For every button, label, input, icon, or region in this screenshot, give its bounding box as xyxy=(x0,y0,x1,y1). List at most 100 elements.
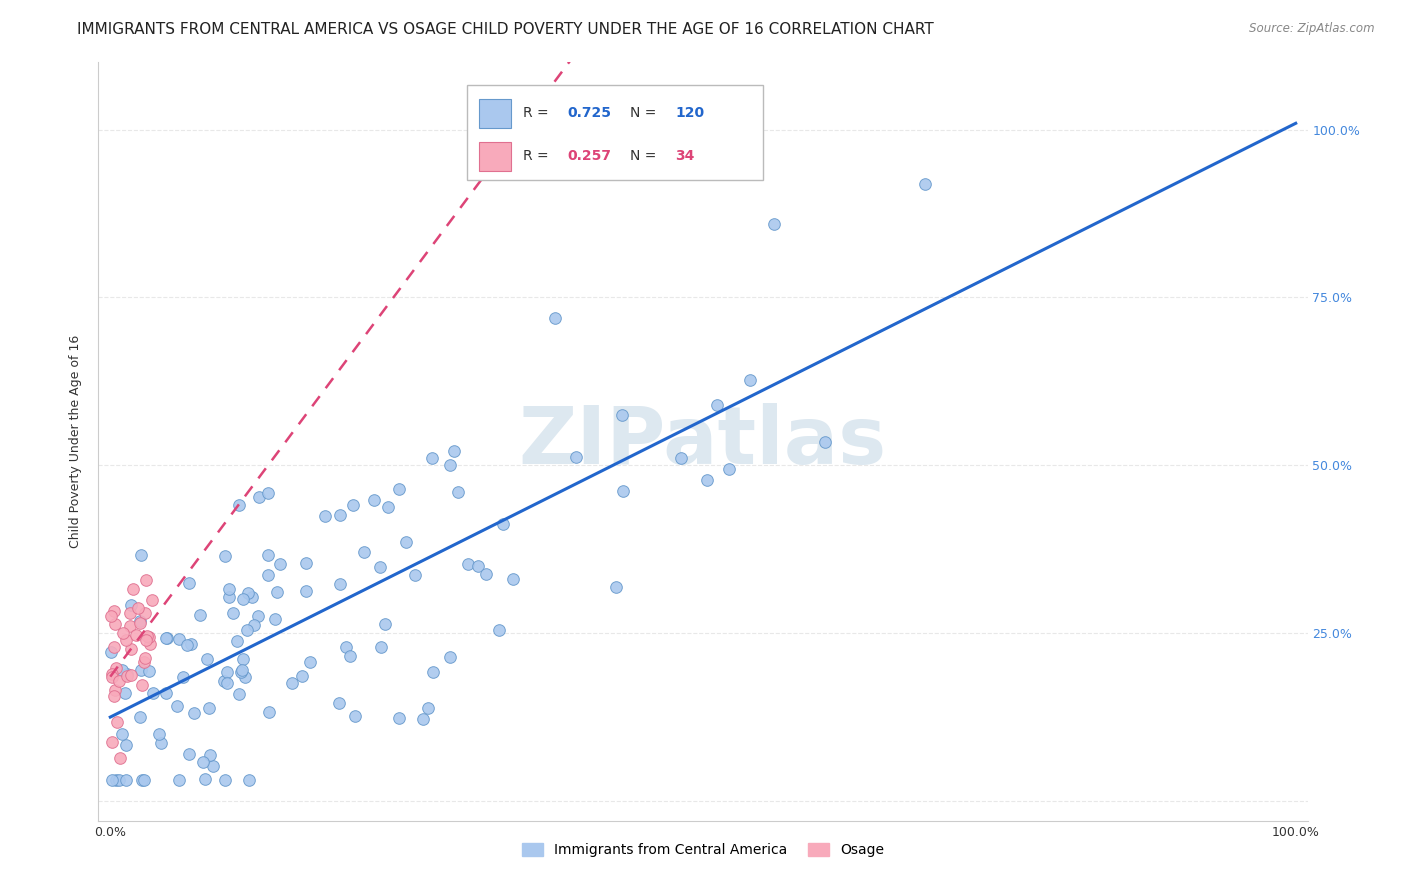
Point xyxy=(101,734,124,748)
Point xyxy=(155,631,177,645)
Point xyxy=(610,409,633,423)
Point xyxy=(104,616,127,631)
Point xyxy=(183,706,205,720)
Point xyxy=(108,674,131,689)
Point xyxy=(374,616,396,631)
Point xyxy=(100,645,122,659)
Point xyxy=(129,616,152,631)
Point xyxy=(457,558,479,572)
Point xyxy=(329,577,352,591)
Point xyxy=(115,667,138,681)
Text: R =: R = xyxy=(523,106,553,120)
Point xyxy=(294,584,316,599)
Point xyxy=(243,618,266,632)
Point xyxy=(418,701,440,715)
Point xyxy=(177,576,200,591)
Point xyxy=(696,473,718,487)
Point xyxy=(201,759,224,773)
Point xyxy=(335,640,357,655)
Point xyxy=(215,676,238,690)
Point xyxy=(214,773,236,788)
Point xyxy=(565,450,588,464)
Text: IMMIGRANTS FROM CENTRAL AMERICA VS OSAGE CHILD POVERTY UNDER THE AGE OF 16 CORRE: IMMIGRANTS FROM CENTRAL AMERICA VS OSAGE… xyxy=(77,22,934,37)
Point xyxy=(169,773,191,788)
Point xyxy=(120,606,142,620)
Point xyxy=(115,632,138,647)
Point xyxy=(103,604,125,618)
Point xyxy=(264,612,287,626)
Text: Source: ZipAtlas.com: Source: ZipAtlas.com xyxy=(1250,22,1375,36)
Point xyxy=(114,773,136,788)
Point xyxy=(388,482,411,496)
Point xyxy=(329,508,352,522)
Point xyxy=(222,606,245,620)
Point xyxy=(141,593,163,607)
Point xyxy=(104,773,127,788)
Y-axis label: Child Poverty Under the Age of 16: Child Poverty Under the Age of 16 xyxy=(69,334,83,549)
Point xyxy=(502,573,524,587)
Point xyxy=(111,727,134,741)
Point xyxy=(103,640,125,655)
Point xyxy=(111,626,134,640)
Text: 0.725: 0.725 xyxy=(568,106,612,120)
Point xyxy=(395,534,418,549)
Point xyxy=(914,177,936,191)
Point xyxy=(420,450,443,465)
Point xyxy=(706,398,728,412)
Point xyxy=(115,669,138,683)
Point xyxy=(214,549,236,563)
Point xyxy=(120,598,142,612)
Point xyxy=(111,663,134,677)
Point xyxy=(150,736,173,750)
Point xyxy=(104,683,127,698)
Point xyxy=(103,689,125,703)
Point xyxy=(129,614,152,628)
Point xyxy=(231,665,253,679)
Point xyxy=(228,687,250,701)
FancyBboxPatch shape xyxy=(467,85,763,180)
Point xyxy=(176,638,198,652)
Point xyxy=(228,498,250,512)
Point xyxy=(180,637,202,651)
Point xyxy=(136,629,159,643)
Text: ZIPatlas: ZIPatlas xyxy=(519,402,887,481)
Point xyxy=(231,663,253,677)
Point xyxy=(298,655,321,669)
Point xyxy=(217,665,239,680)
Point xyxy=(129,549,152,563)
Point xyxy=(291,669,314,683)
Point xyxy=(100,609,122,624)
Point xyxy=(198,701,221,715)
Point xyxy=(388,711,411,725)
Point xyxy=(177,747,200,761)
Point xyxy=(280,675,302,690)
Point xyxy=(377,500,399,515)
Point xyxy=(467,559,489,574)
Point xyxy=(439,458,461,472)
Point xyxy=(108,773,131,788)
Point xyxy=(108,751,131,765)
Point xyxy=(134,651,156,665)
Point xyxy=(134,773,156,788)
Point xyxy=(167,632,190,647)
Text: 34: 34 xyxy=(675,150,695,163)
Point xyxy=(101,667,124,681)
Point xyxy=(120,641,142,656)
Point xyxy=(257,485,280,500)
Point xyxy=(105,661,128,675)
Point xyxy=(218,582,240,597)
Point xyxy=(492,516,515,531)
Point xyxy=(172,670,194,684)
Point xyxy=(314,508,336,523)
Point xyxy=(257,548,280,562)
Point xyxy=(118,619,141,633)
Bar xyxy=(479,142,510,171)
Point xyxy=(488,623,510,637)
Point xyxy=(131,773,153,788)
Point xyxy=(131,677,153,691)
Point xyxy=(212,674,235,689)
Point xyxy=(138,664,160,678)
Bar xyxy=(479,99,510,128)
Point xyxy=(257,706,280,720)
Point xyxy=(193,755,215,769)
